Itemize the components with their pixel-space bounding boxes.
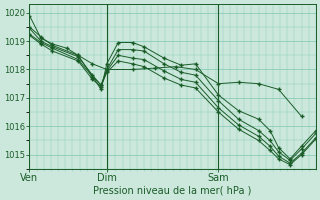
- X-axis label: Pression niveau de la mer( hPa ): Pression niveau de la mer( hPa ): [93, 186, 252, 196]
